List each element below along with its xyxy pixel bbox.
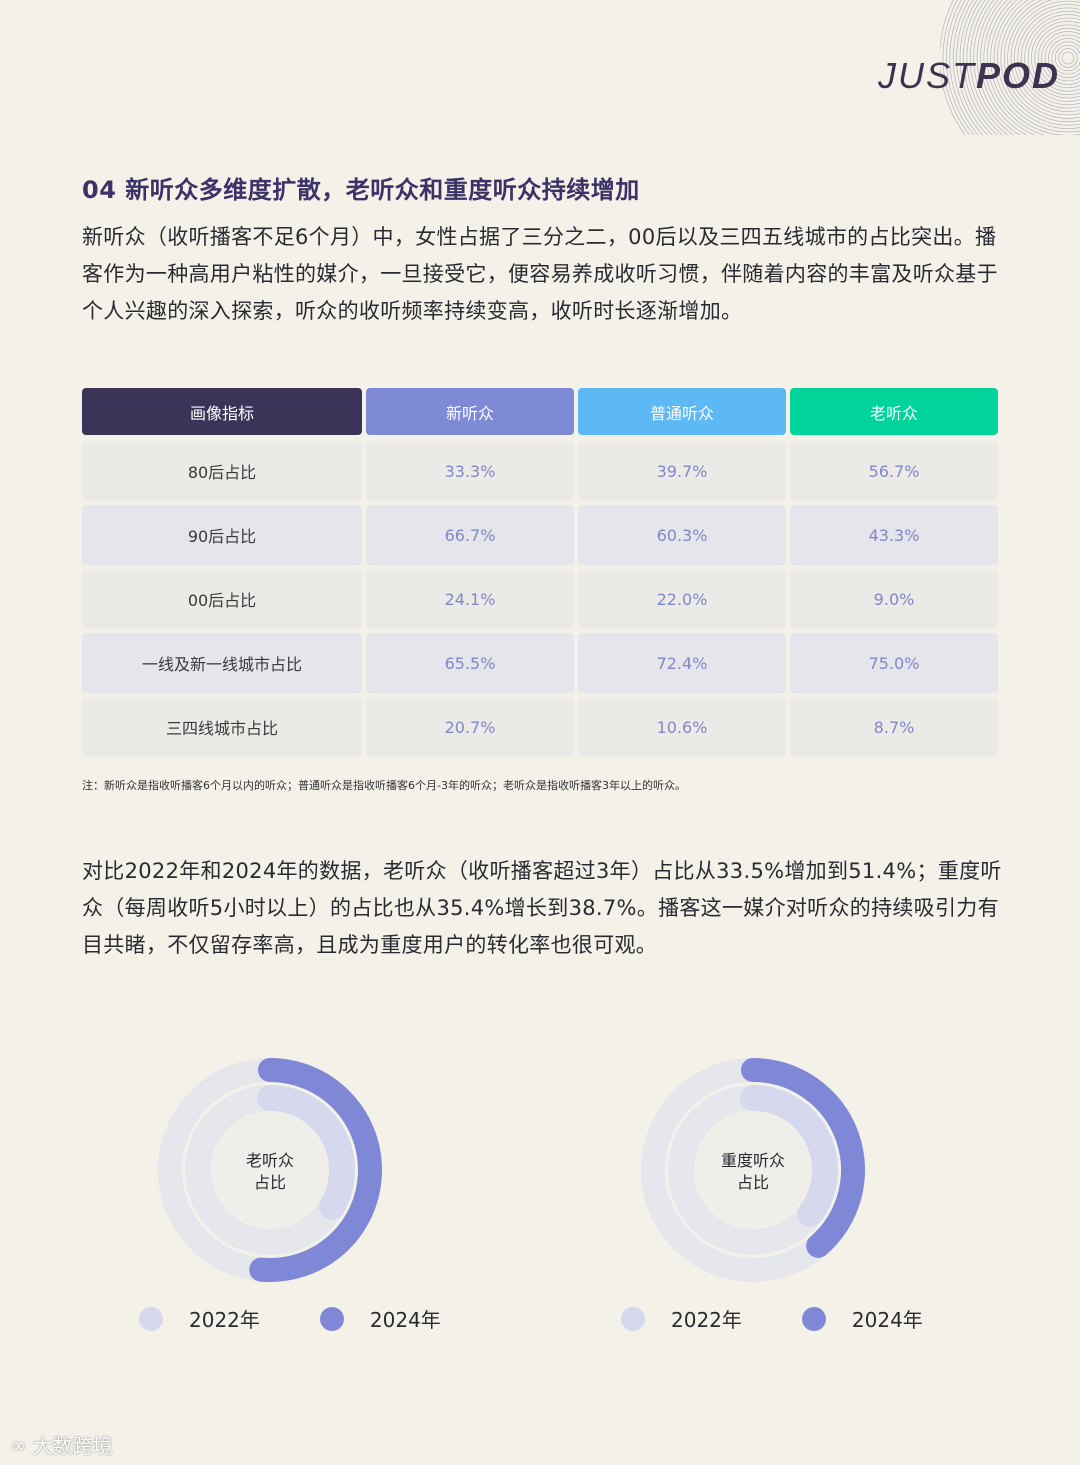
header-cell-new: 新听众	[366, 388, 574, 435]
arc-2022	[740, 1085, 838, 1227]
decorative-ring	[993, 0, 1080, 133]
row-label: 90后占比	[82, 505, 362, 565]
decorative-ring	[952, 0, 984, 135]
donut-center	[695, 1112, 811, 1228]
watermark-logo-icon: ∞	[10, 1432, 27, 1457]
legend-label-2024: 2024年	[851, 1308, 923, 1332]
decorative-ring	[1048, 38, 1080, 78]
decorative-ring	[983, 0, 1035, 135]
cell-value: 66.7%	[366, 505, 574, 565]
comparison-paragraph: 对比2022年和2024年的数据，老听众（收听播客超过3年）占比从33.5%增加…	[82, 859, 1002, 957]
table-row: 一线及新一线城市占比 65.5% 72.4% 75.0%	[82, 633, 1000, 693]
decorative-ring	[1010, 0, 1080, 116]
decorative-ring	[980, 0, 1027, 135]
cell-value: 56.7%	[790, 441, 998, 501]
decorative-ring	[976, 0, 1021, 135]
decorative-ring	[946, 0, 975, 135]
row-label: 三四线城市占比	[82, 697, 362, 757]
intro-paragraph: 新听众（收听播客不足6个月）中，女性占据了三分之二，00后以及三四五线城市的占比…	[82, 225, 998, 323]
decorative-ring	[1014, 4, 1080, 112]
decorative-ring	[959, 0, 993, 135]
donut-center-label: 重度听众	[721, 1151, 785, 1170]
arc-2024	[741, 1058, 865, 1258]
legend-label-2022: 2022年	[189, 1308, 260, 1332]
cell-value: 33.3%	[366, 441, 574, 501]
decorative-ring	[1017, 7, 1080, 109]
cell-value: 43.3%	[790, 505, 998, 565]
donut-center-label: 占比	[737, 1173, 769, 1192]
decorative-ring	[942, 0, 970, 135]
cell-value: 9.0%	[790, 569, 998, 629]
decorative-ring	[1024, 14, 1080, 102]
legend-label-2024: 2024年	[369, 1308, 441, 1332]
decorative-ring	[1027, 17, 1080, 99]
justpod-logo: JUSTPOD	[878, 55, 1061, 96]
decorative-ring	[1007, 0, 1080, 119]
decorative-ring	[1058, 48, 1078, 68]
header-cell-metric: 画像指标	[82, 388, 362, 435]
cell-value: 60.3%	[578, 505, 786, 565]
cell-value: 20.7%	[366, 697, 574, 757]
donut-center	[212, 1112, 328, 1228]
watermark: ∞ 大数跨境	[10, 1432, 113, 1459]
table-footnote: 注：新听众是指收听播客6个月以内的听众；普通听众是指收听播客6个月-3年的听众；…	[82, 779, 686, 792]
legend-label-2022: 2022年	[671, 1308, 742, 1332]
row-label: 80后占比	[82, 441, 362, 501]
row-label: 00后占比	[82, 569, 362, 629]
donut-center-label: 老听众	[246, 1151, 294, 1170]
decorative-ring	[986, 0, 1045, 135]
table-row: 三四线城市占比 20.7% 10.6% 8.7%	[82, 697, 1000, 757]
table-row: 00后占比 24.1% 22.0% 9.0%	[82, 569, 1000, 629]
decorative-ring	[1054, 44, 1080, 72]
legend-swatch-2024	[801, 1306, 826, 1331]
section-title: 04 新听众多维度扩散，老听众和重度听众持续增加	[82, 176, 640, 204]
donut-legend: 2022年 2024年	[621, 1304, 923, 1333]
decorative-ring	[1000, 0, 1080, 126]
decorative-ring	[963, 0, 998, 135]
decorative-ring	[956, 0, 988, 135]
legend-swatch-2022	[139, 1306, 163, 1331]
decorative-ring	[969, 0, 1009, 135]
decorative-ring	[990, 0, 1080, 135]
arc-2022	[257, 1085, 355, 1220]
cell-value: 24.1%	[366, 569, 574, 629]
header-cell-normal: 普通听众	[578, 388, 786, 435]
decorative-ring	[1044, 34, 1080, 82]
cell-value: 22.0%	[578, 569, 786, 629]
legend-swatch-2022	[621, 1306, 645, 1331]
decorative-ring	[1034, 24, 1080, 92]
decorative-ring	[966, 0, 1003, 135]
decorative-ring	[1041, 31, 1080, 85]
decorative-circles	[940, 0, 1080, 135]
decorative-ring	[1031, 21, 1080, 95]
decorative-ring	[1037, 27, 1080, 89]
table-row: 80后占比 33.3% 39.7% 56.7%	[82, 441, 1000, 501]
cell-value: 65.5%	[366, 633, 574, 693]
cell-value: 75.0%	[790, 633, 998, 693]
legend-swatch-2024	[319, 1306, 344, 1331]
row-label: 一线及新一线城市占比	[82, 633, 362, 693]
header-cell-old: 老听众	[790, 388, 998, 435]
decorative-ring	[1020, 10, 1080, 106]
cell-value: 10.6%	[578, 697, 786, 757]
decorative-ring	[1003, 0, 1080, 123]
cell-value: 39.7%	[578, 441, 786, 501]
audience-profile-table: 画像指标 新听众 普通听众 老听众 80后占比 33.3% 39.7% 56.7…	[82, 388, 1000, 761]
table-header: 画像指标 新听众 普通听众 老听众	[82, 388, 1000, 435]
cell-value: 72.4%	[578, 633, 786, 693]
donut-center-label: 占比	[254, 1173, 286, 1192]
decorative-ring	[949, 0, 979, 135]
arc-2024	[249, 1058, 382, 1282]
decorative-ring	[1061, 51, 1075, 65]
donut-legend: 2022年 2024年	[139, 1304, 441, 1333]
decorative-ring	[997, 0, 1080, 129]
table-row: 90后占比 66.7% 60.3% 43.3%	[82, 505, 1000, 565]
decorative-ring	[1051, 41, 1080, 75]
decorative-ring	[973, 0, 1014, 135]
cell-value: 8.7%	[790, 697, 998, 757]
